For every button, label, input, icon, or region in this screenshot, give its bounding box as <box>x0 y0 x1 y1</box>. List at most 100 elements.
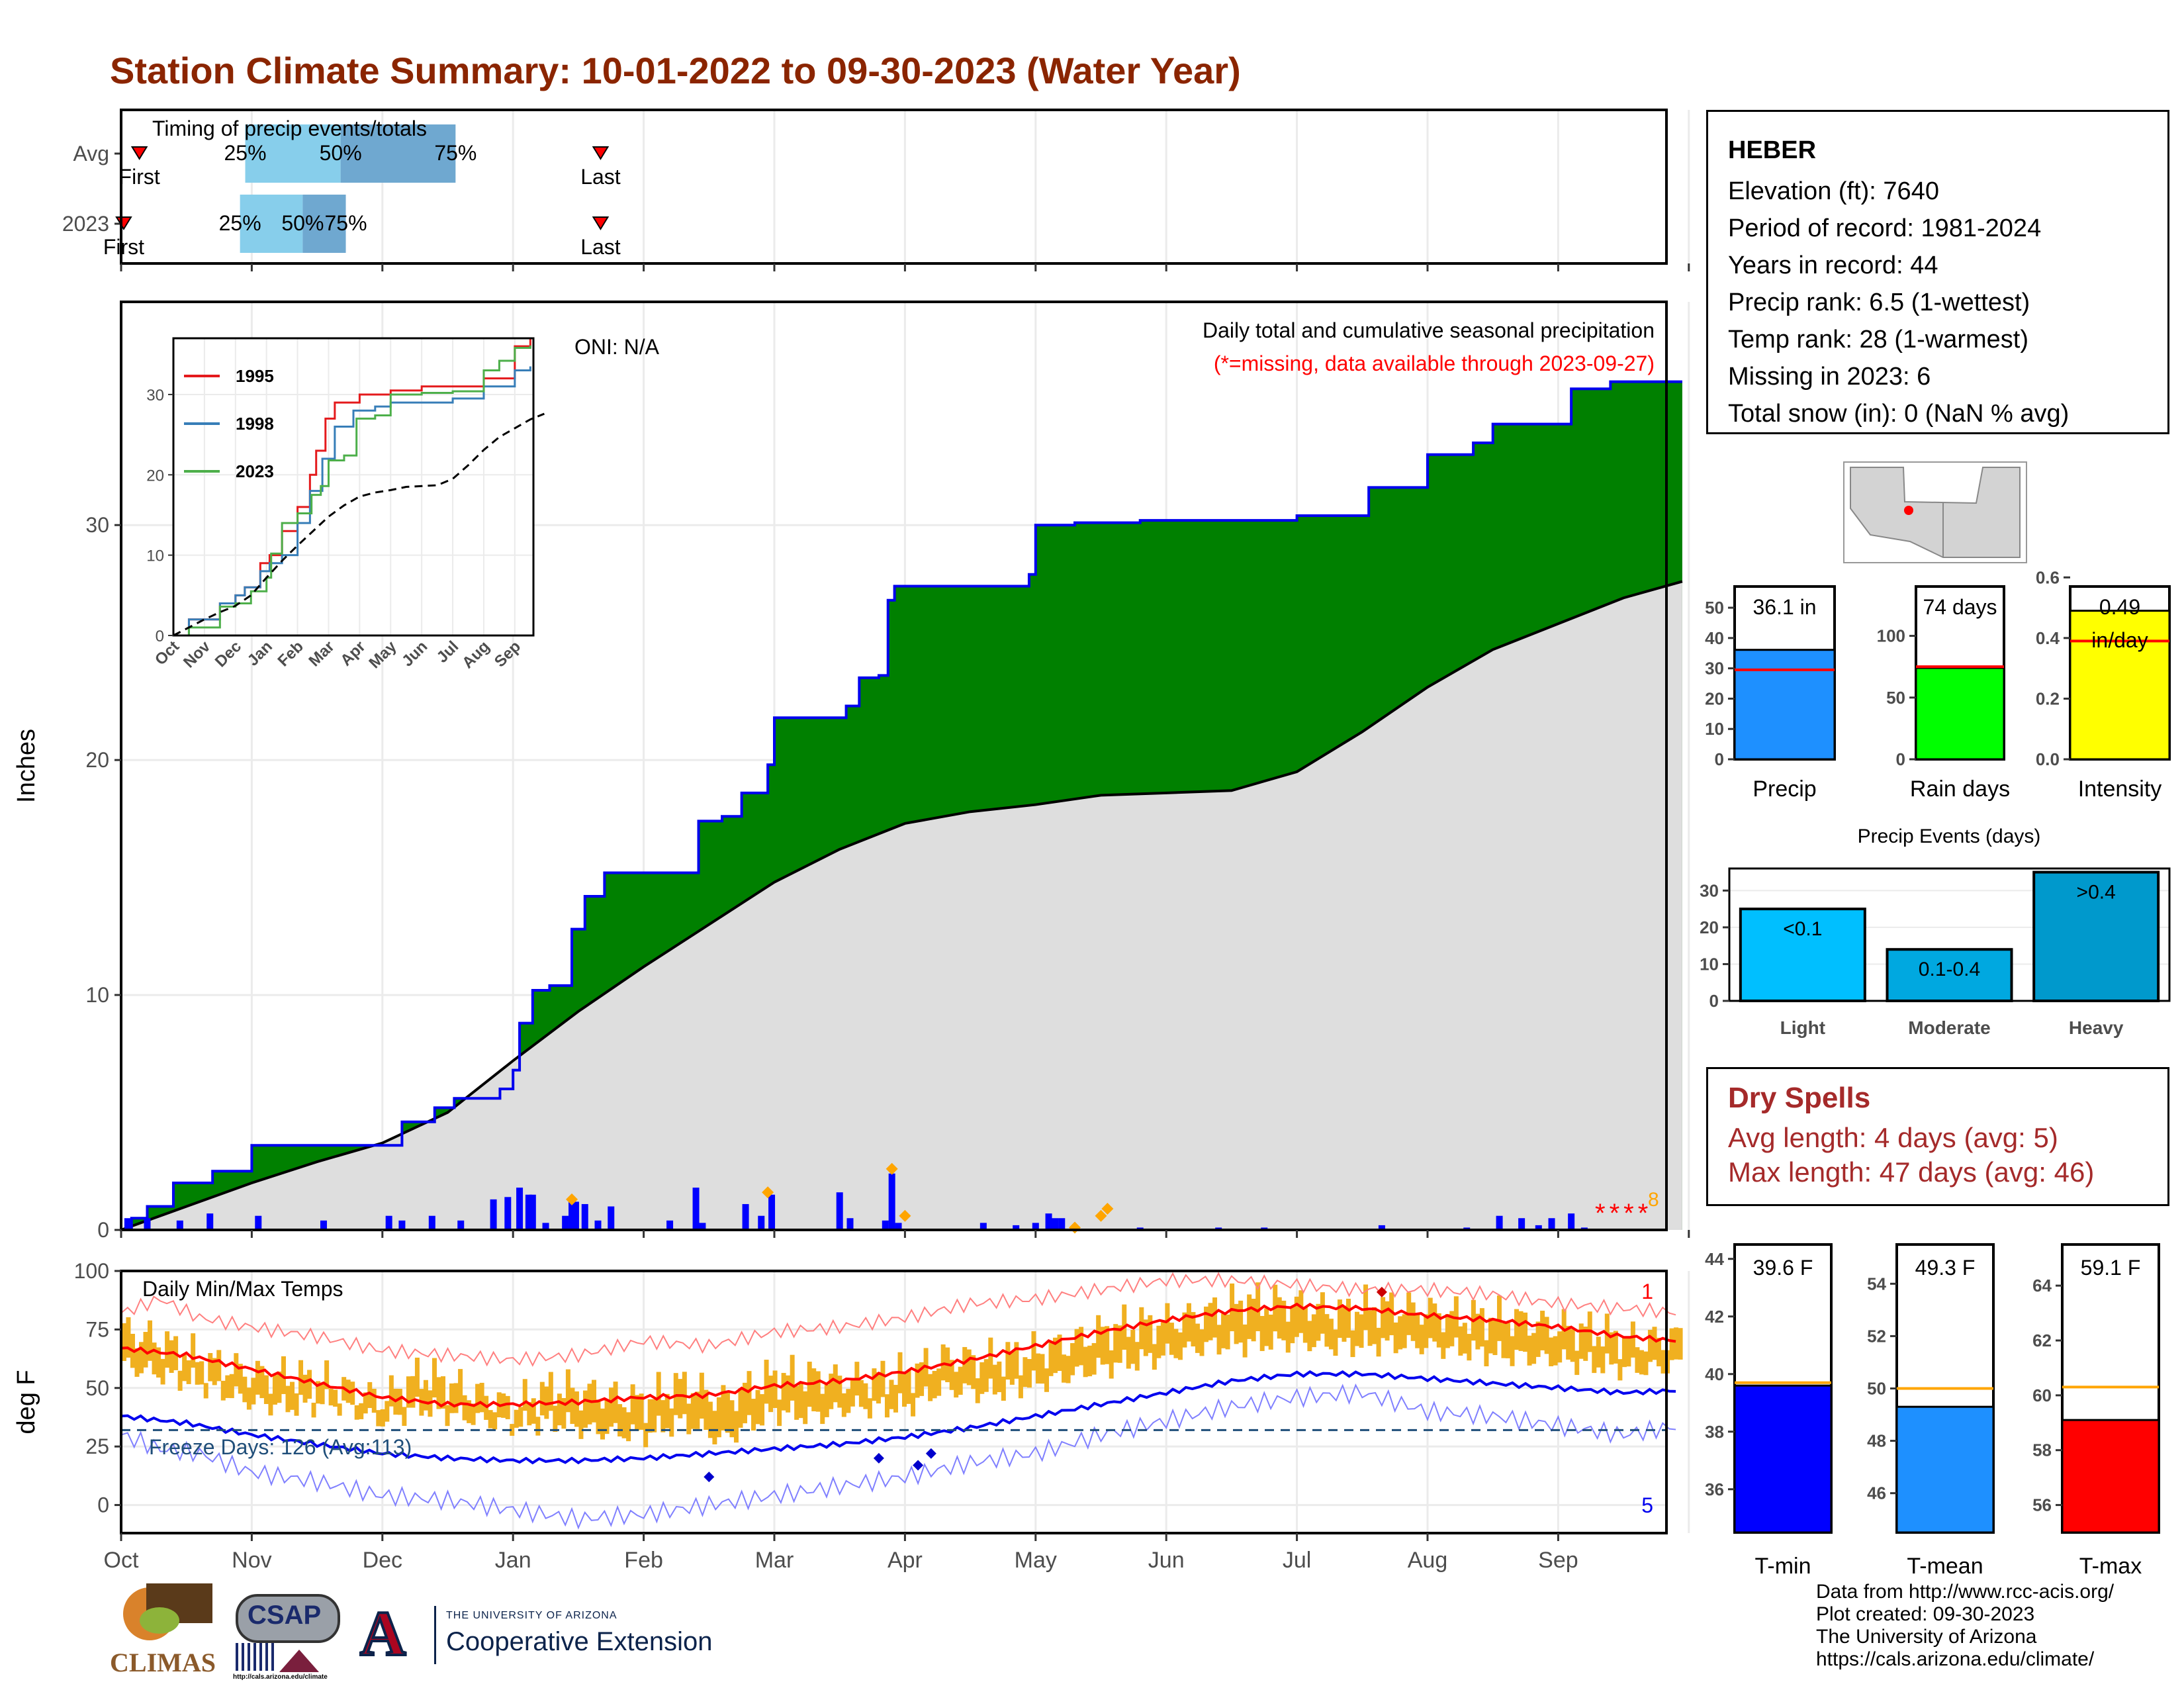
temp-daily-bar <box>574 1391 579 1427</box>
temp-daily-bar <box>971 1355 976 1389</box>
temp-daily-bar <box>992 1364 997 1395</box>
temp-daily-bar <box>406 1376 411 1408</box>
temp-daily-bar <box>824 1385 829 1417</box>
temp-daily-bar <box>1381 1297 1386 1338</box>
csap-logo-text: CSAP <box>248 1601 322 1630</box>
summary-bar-ytick-label: 50 <box>1705 598 1724 618</box>
temp-daily-bar <box>298 1360 304 1395</box>
precip-daily-bar <box>569 1199 576 1230</box>
summary-bar-ytick-label: 100 <box>1877 626 1905 646</box>
station-snow: Total snow (in): 0 (NaN % avg) <box>1728 400 2070 428</box>
inset-ytick-label: 0 <box>156 628 164 645</box>
temp-daily-bar <box>514 1409 519 1428</box>
precip-daily-bar <box>542 1223 549 1230</box>
temp-daily-bar <box>1208 1303 1213 1340</box>
temp-daily-bar <box>1173 1329 1179 1358</box>
temp-summary-ytick-label: 48 <box>1867 1431 1886 1451</box>
temp-daily-bar <box>1294 1296 1299 1337</box>
temp-xtick-label: Nov <box>232 1548 271 1573</box>
temp-daily-bar <box>1661 1350 1666 1374</box>
temp-daily-bar <box>1350 1330 1355 1358</box>
temp-daily-bar <box>613 1382 618 1423</box>
station-temp-rank: Temp rank: 28 (1-warmest) <box>1728 326 2029 353</box>
temp-record-low-count: 5 <box>1641 1493 1653 1517</box>
credit-line-source: Data from http://www.rcc-acis.org/ <box>1816 1581 2115 1603</box>
temp-daily-bar <box>1311 1314 1316 1348</box>
precip-daily-bar <box>457 1220 465 1230</box>
precip-daily-bar <box>666 1220 674 1230</box>
precip-missing-note: (*=missing, data available through 2023-… <box>1214 352 1655 375</box>
temp-daily-bar <box>238 1364 243 1394</box>
temp-daily-bar <box>1259 1315 1265 1351</box>
temp-daily-bar <box>1165 1303 1170 1344</box>
temp-daily-bar <box>1643 1351 1649 1376</box>
temp-daily-bar <box>121 1323 126 1361</box>
temp-daily-bar <box>1001 1376 1006 1401</box>
temp-summary-label: T-max <box>2079 1554 2142 1579</box>
temp-daily-bar <box>600 1408 606 1440</box>
precip-daily-bar <box>525 1194 532 1230</box>
temp-daily-bar <box>423 1380 428 1411</box>
temp-daily-bar <box>1428 1297 1433 1338</box>
temp-daily-bar <box>609 1387 614 1427</box>
temp-daily-bar <box>350 1382 355 1405</box>
temp-daily-bar <box>1277 1297 1282 1339</box>
precip-ylabel: Inches <box>13 729 40 803</box>
temp-daily-bar <box>1005 1342 1011 1380</box>
inset-ytick-label: 20 <box>146 467 164 485</box>
temp-daily-bar <box>936 1368 942 1396</box>
temp-daily-bar <box>1626 1336 1631 1367</box>
temp-daily-bar <box>1212 1297 1218 1338</box>
temp-daily-bar <box>1117 1325 1122 1363</box>
temp-daily-bar <box>1402 1314 1407 1348</box>
summary-bar-ytick-label: 50 <box>1886 688 1905 708</box>
temp-daily-bar <box>725 1390 730 1433</box>
temp-daily-bar <box>467 1400 472 1423</box>
precip-daily-bar <box>1518 1218 1525 1230</box>
temp-xtick-label: Jul <box>1283 1548 1311 1573</box>
inset-series-line <box>173 366 531 637</box>
temp-daily-bar <box>410 1376 416 1408</box>
temp-normal-min-line <box>120 1370 1676 1465</box>
precip-event-diamond <box>899 1209 911 1222</box>
temp-daily-bar <box>867 1398 872 1419</box>
dry-spells-avg: Avg length: 4 days (avg: 5) <box>1728 1122 2058 1153</box>
temp-daily-bar <box>1070 1342 1075 1376</box>
temp-summary-label: T-mean <box>1907 1554 1983 1579</box>
temp-daily-bar <box>354 1405 359 1420</box>
temp-daily-bar <box>1600 1346 1606 1374</box>
temp-daily-bar <box>1475 1313 1480 1350</box>
precip-daily-bar <box>385 1215 392 1230</box>
temp-daily-bar <box>1527 1335 1532 1366</box>
temp-daily-bar <box>1510 1336 1515 1366</box>
temp-daily-bar <box>1424 1314 1429 1348</box>
temp-daily-bar <box>772 1370 778 1409</box>
temp-daily-bar <box>539 1382 545 1416</box>
temp-daily-bar <box>1540 1311 1545 1350</box>
temp-daily-bar <box>535 1417 541 1436</box>
temp-daily-bar <box>876 1372 881 1404</box>
temp-daily-bar <box>695 1391 700 1429</box>
temp-daily-bar <box>220 1380 226 1401</box>
timing-last-label: Last <box>580 165 621 189</box>
precip-daily-bar <box>398 1220 406 1230</box>
timing-bar-q2 <box>340 124 456 183</box>
events-ytick-label: 0 <box>1709 991 1719 1011</box>
precip-daily-bar <box>836 1192 843 1230</box>
temp-daily-bar <box>165 1331 170 1368</box>
temp-daily-bar <box>919 1362 925 1396</box>
temp-daily-bar <box>143 1332 148 1368</box>
events-border <box>1728 867 2171 1002</box>
dry-spells-box: Dry Spells Avg length: 4 days (avg: 5) M… <box>1706 1067 2169 1206</box>
temp-daily-bar <box>561 1397 567 1429</box>
timing-first-label: First <box>119 165 160 189</box>
temp-daily-bar <box>790 1354 795 1401</box>
temp-daily-bar <box>216 1350 222 1382</box>
temp-daily-bar <box>949 1360 954 1390</box>
temp-daily-bar <box>1048 1342 1054 1376</box>
temp-daily-bar <box>1669 1328 1674 1360</box>
summary-bar-label: Precip <box>1752 776 1816 802</box>
summary-bar-ytick-label: 0.4 <box>2036 628 2060 648</box>
temp-record-low-mark <box>873 1452 884 1464</box>
summary-bar-ytick-label: 40 <box>1705 628 1724 648</box>
